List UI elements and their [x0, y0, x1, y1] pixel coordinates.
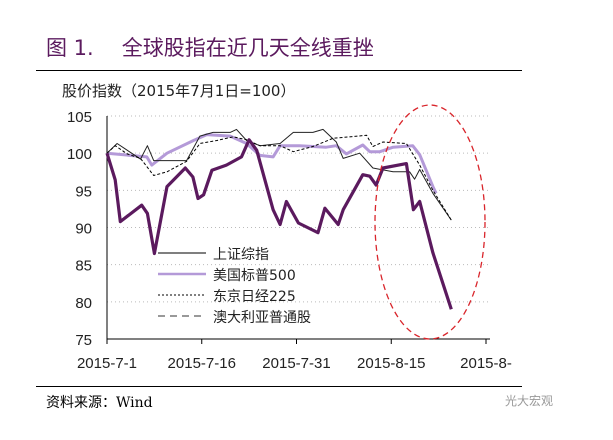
series-line-1 [106, 133, 438, 194]
x-tick-label: 2015-8- [460, 355, 512, 372]
series-line-3 [106, 128, 452, 221]
x-tick-label: 2015-7-31 [262, 355, 330, 372]
legend-label: 上证综指 [213, 247, 269, 263]
y-tick-label: 80 [75, 295, 92, 312]
y-axis-label: 股价指数（2015年7月1日=100） [62, 82, 296, 100]
highlight-ellipse [374, 104, 486, 340]
x-tick-label: 2015-8-15 [357, 355, 425, 372]
figure-label: 图 1. [46, 36, 94, 60]
source-note: 资料来源：Wind [46, 395, 153, 411]
y-tick-label: 100 [67, 146, 92, 163]
y-tick-label: 85 [75, 258, 92, 275]
figure-title: 图 1. 全球股指在近几天全线重挫 [46, 32, 374, 62]
figure-title-text: 全球股指在近几天全线重挫 [121, 36, 374, 60]
y-tick-label: 105 [67, 109, 92, 126]
x-tick-label: 2015-7-16 [168, 355, 236, 372]
y-tick-label: 95 [75, 183, 92, 200]
title-rule [36, 70, 522, 71]
legend-label: 美国标普500 [213, 268, 296, 284]
y-tick-label: 90 [75, 221, 92, 238]
x-tick-label: 2015-7-1 [77, 355, 137, 372]
watermark: 光大宏观 [505, 394, 554, 408]
y-tick-label: 75 [75, 332, 92, 349]
footer-rule [36, 386, 522, 387]
legend-label: 东京日经225 [213, 289, 296, 305]
legend-label: 澳大利亚普通股 [213, 310, 311, 326]
series-line-0 [105, 138, 453, 310]
series-line-2 [106, 134, 452, 221]
